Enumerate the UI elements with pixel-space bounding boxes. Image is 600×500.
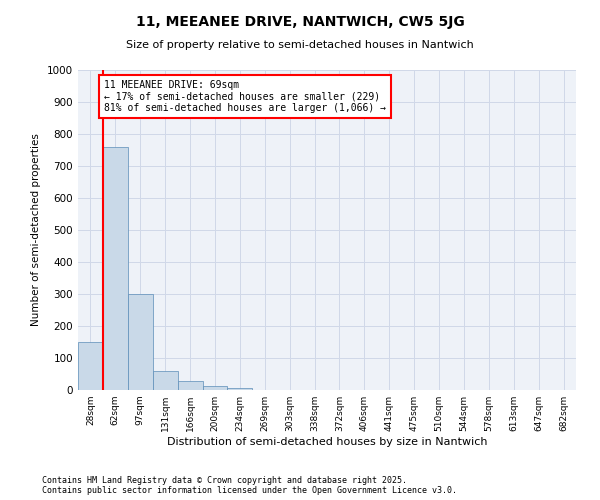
- Text: 11 MEEANEE DRIVE: 69sqm
← 17% of semi-detached houses are smaller (229)
81% of s: 11 MEEANEE DRIVE: 69sqm ← 17% of semi-de…: [104, 80, 386, 113]
- Bar: [178, 382, 203, 390]
- Y-axis label: Number of semi-detached properties: Number of semi-detached properties: [31, 134, 41, 326]
- Bar: [103, 147, 128, 390]
- Bar: [203, 386, 227, 390]
- Text: 11, MEEANEE DRIVE, NANTWICH, CW5 5JG: 11, MEEANEE DRIVE, NANTWICH, CW5 5JG: [136, 15, 464, 29]
- Text: Size of property relative to semi-detached houses in Nantwich: Size of property relative to semi-detach…: [126, 40, 474, 50]
- Bar: [227, 388, 253, 390]
- Text: Contains HM Land Registry data © Crown copyright and database right 2025.
Contai: Contains HM Land Registry data © Crown c…: [42, 476, 457, 495]
- Bar: [153, 371, 178, 390]
- Bar: [78, 342, 103, 390]
- Bar: [128, 294, 153, 390]
- X-axis label: Distribution of semi-detached houses by size in Nantwich: Distribution of semi-detached houses by …: [167, 437, 487, 447]
